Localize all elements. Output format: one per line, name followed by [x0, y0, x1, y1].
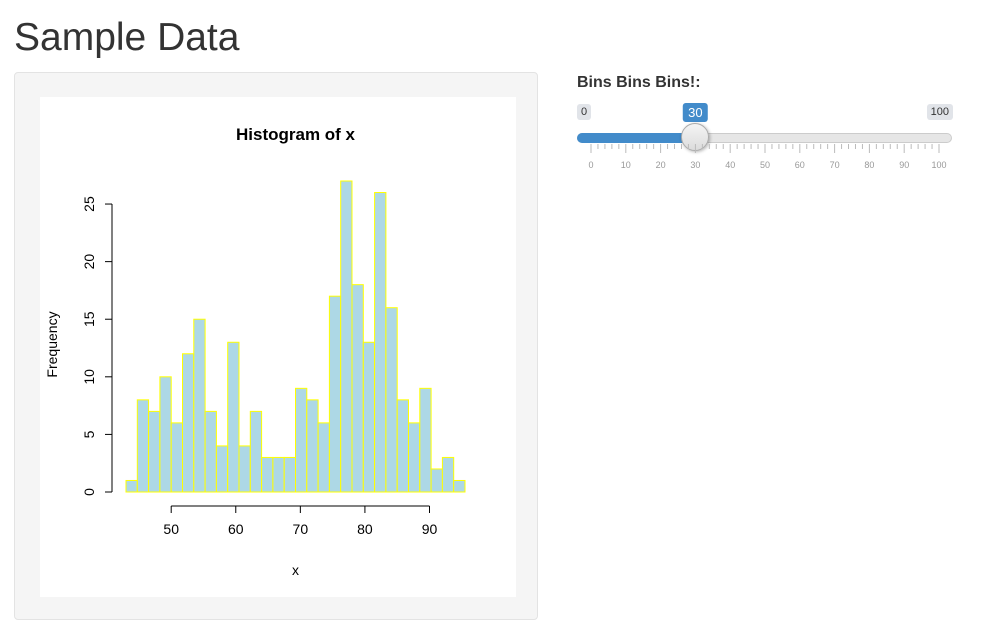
slider-grid-label: 90 — [899, 160, 909, 170]
histogram-bar — [328, 295, 342, 493]
chart-title: Histogram of x — [236, 125, 356, 144]
y-tick-label: 20 — [81, 254, 97, 270]
histogram-bar — [193, 318, 206, 493]
histogram-chart: Histogram of x 50 60 70 80 90 x 0 5 10 15 20 25 Frequ… — [44, 125, 466, 578]
slider-grid-label: 60 — [795, 160, 805, 170]
histogram-bar — [261, 456, 274, 493]
histogram-bar — [227, 341, 240, 493]
histogram-bar — [351, 284, 364, 493]
slider-grid-label: 50 — [760, 160, 770, 170]
x-tick-label: 70 — [293, 521, 309, 537]
histogram-bar — [385, 307, 398, 493]
histogram-bar — [340, 180, 353, 493]
slider-grid-label: 40 — [725, 160, 735, 170]
histogram-bar — [430, 468, 443, 493]
histogram-bar — [136, 399, 150, 493]
histogram-bar — [148, 410, 161, 493]
slider-grid-label: 30 — [690, 160, 700, 170]
histogram-bar — [204, 410, 217, 493]
page-title: Sample Data — [14, 16, 240, 59]
histogram-bar — [272, 456, 285, 493]
bins-slider-block: Bins Bins Bins!: 0 100 30 0 10 20 30 40 50 60 7… — [577, 72, 953, 182]
bins-slider-label: Bins Bins Bins!: — [577, 74, 701, 91]
y-axis-label: Frequency — [44, 311, 60, 377]
histogram-bar — [159, 376, 172, 493]
x-tick-label: 90 — [422, 521, 438, 537]
histogram-bar — [453, 479, 466, 493]
slider-max-label: 100 — [926, 104, 953, 120]
histogram-plot: Histogram of x 50 60 70 80 90 x 0 5 10 15 20 25 Frequ… — [40, 97, 516, 597]
x-tick-label: 50 — [163, 521, 179, 537]
histogram-bar — [283, 456, 296, 493]
y-tick-label: 5 — [81, 430, 97, 438]
histogram-bar — [306, 399, 319, 493]
histogram-bar — [419, 387, 432, 493]
slider-min-label: 0 — [577, 104, 592, 120]
histogram-bar — [374, 192, 387, 493]
y-tick-label: 10 — [81, 369, 97, 385]
slider-value-badge: 30 — [683, 103, 708, 122]
x-tick-label: 80 — [357, 521, 373, 537]
y-tick-label: 25 — [81, 196, 97, 212]
x-tick-label: 60 — [228, 521, 244, 537]
slider-grid-label: 100 — [931, 160, 946, 170]
slider-fill-bar — [577, 133, 696, 143]
histogram-bar — [295, 387, 308, 493]
slider-grid-label: 0 — [588, 160, 593, 170]
y-tick-label: 15 — [81, 311, 97, 327]
histogram-bar — [317, 422, 330, 493]
histogram-bar — [182, 353, 195, 493]
x-axis-label: x — [292, 562, 299, 578]
slider-grid-label: 20 — [656, 160, 666, 170]
histogram-bar — [408, 422, 421, 493]
histogram-bar — [362, 341, 376, 493]
histogram-bar — [441, 456, 455, 493]
y-tick-label: 0 — [81, 488, 97, 496]
histogram-bar — [249, 410, 263, 493]
slider-grid-label: 70 — [830, 160, 840, 170]
slider-grid-label: 80 — [864, 160, 874, 170]
slider-grid-label: 10 — [621, 160, 631, 170]
slider-grid-ticks: 0 10 20 30 40 50 60 70 80 90 100 — [588, 144, 947, 170]
histogram-bar — [125, 479, 138, 493]
histogram-bar — [396, 399, 410, 493]
histogram-bar — [170, 422, 183, 493]
plot-panel: Histogram of x 50 60 70 80 90 x 0 5 10 15 20 25 Frequ… — [14, 72, 538, 620]
histogram-bar — [238, 445, 251, 493]
histogram-bar — [215, 445, 229, 493]
